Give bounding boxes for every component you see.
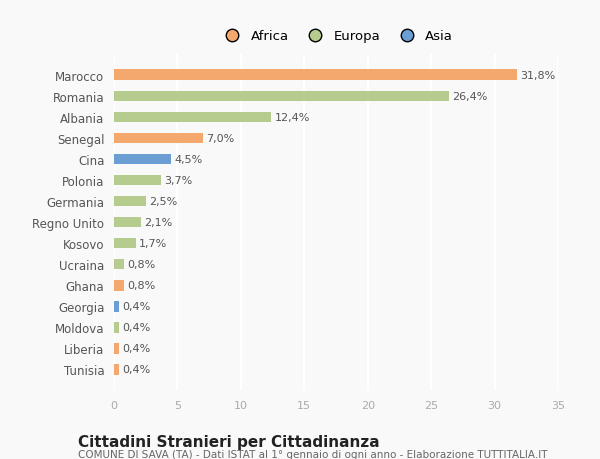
Bar [114,302,119,312]
Text: 3,7%: 3,7% [164,176,193,185]
Bar [114,238,136,249]
Legend: Africa, Europa, Asia: Africa, Europa, Asia [214,25,458,48]
Bar [114,112,271,123]
Text: 4,5%: 4,5% [174,155,203,165]
Bar [114,280,124,291]
Bar [114,259,124,270]
Text: 0,4%: 0,4% [122,344,151,353]
Bar [114,133,203,144]
Text: 2,5%: 2,5% [149,196,177,207]
Bar [114,175,161,186]
Text: 12,4%: 12,4% [274,112,310,123]
Bar [114,218,140,228]
Text: 0,8%: 0,8% [127,260,155,269]
Text: 26,4%: 26,4% [452,92,487,101]
Text: Cittadini Stranieri per Cittadinanza: Cittadini Stranieri per Cittadinanza [78,434,380,449]
Text: 31,8%: 31,8% [521,71,556,80]
Text: 0,8%: 0,8% [127,280,155,291]
Bar [114,196,146,207]
Text: 7,0%: 7,0% [206,134,234,144]
Bar [114,322,119,333]
Bar [114,91,449,102]
Text: 0,4%: 0,4% [122,365,151,375]
Bar [114,343,119,354]
Bar [114,364,119,375]
Text: COMUNE DI SAVA (TA) - Dati ISTAT al 1° gennaio di ogni anno - Elaborazione TUTTI: COMUNE DI SAVA (TA) - Dati ISTAT al 1° g… [78,449,548,459]
Bar [114,70,517,81]
Text: 0,4%: 0,4% [122,323,151,333]
Text: 2,1%: 2,1% [144,218,172,228]
Text: 0,4%: 0,4% [122,302,151,312]
Bar [114,154,171,165]
Text: 1,7%: 1,7% [139,239,167,249]
